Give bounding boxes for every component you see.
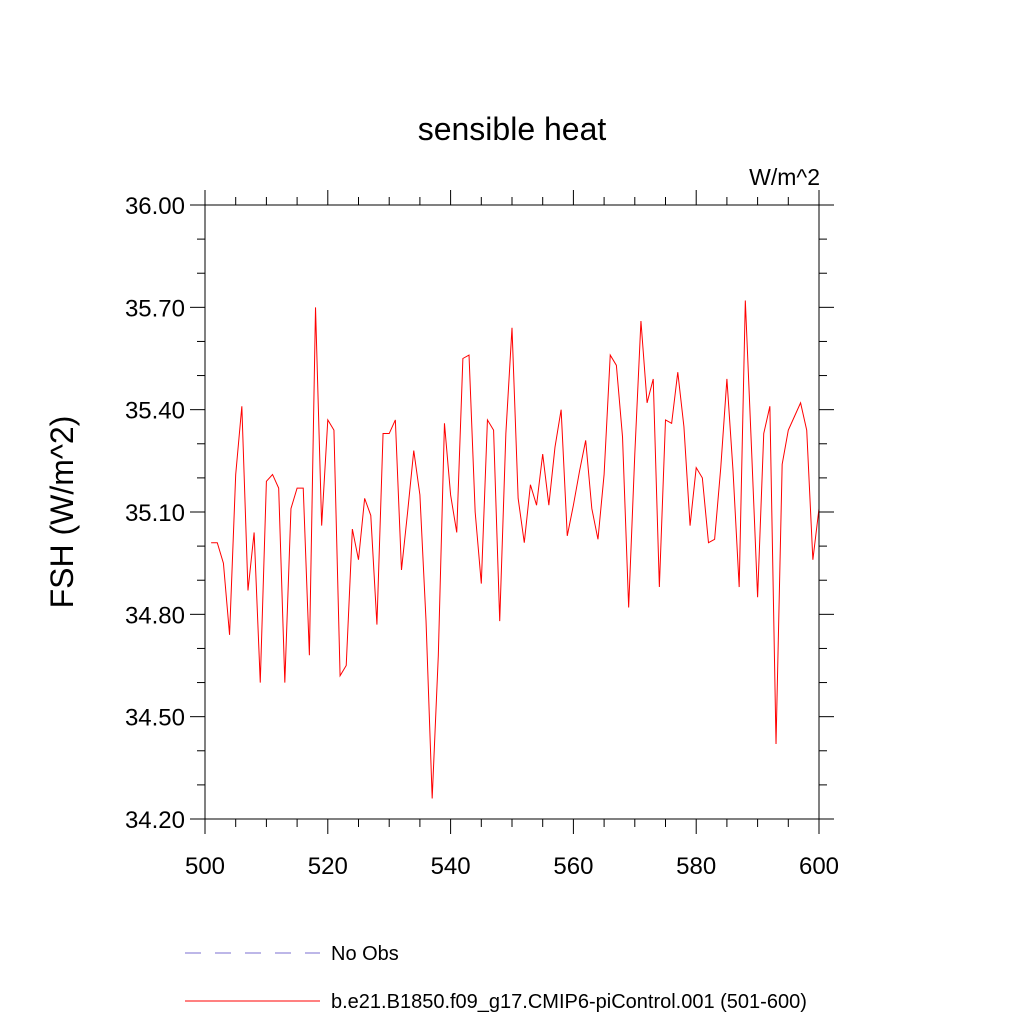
y-tick-label: 35.70 [125, 295, 185, 322]
y-axis-label: FSH (W/m^2) [44, 416, 80, 609]
x-tick-label: 580 [676, 853, 716, 880]
y-tick-label: 34.80 [125, 602, 185, 629]
y-tick-labels: 34.20 34.50 34.80 35.10 35.40 35.70 36.00 [125, 193, 185, 834]
legend: No Obs b.e21.B1850.f09_g17.CMIP6-piContr… [185, 943, 807, 1013]
y-tick-label: 36.00 [125, 193, 185, 220]
x-tick-label: 500 [185, 853, 225, 880]
y-tick-label: 35.40 [125, 398, 185, 425]
units-label: W/m^2 [749, 164, 820, 190]
x-tick-label: 540 [431, 853, 471, 880]
y-tick-label: 34.20 [125, 807, 185, 834]
axis-ticks [190, 190, 834, 834]
plot-frame [204, 204, 820, 820]
y-tick-label: 34.50 [125, 705, 185, 732]
x-tick-labels: 500 520 540 560 580 600 [185, 853, 839, 880]
legend-label-picontrol: b.e21.B1850.f09_g17.CMIP6-piControl.001 … [331, 991, 807, 1013]
series-layer [211, 300, 820, 799]
x-tick-label: 600 [799, 853, 839, 880]
y-tick-label: 35.10 [125, 500, 185, 527]
x-tick-label: 520 [308, 853, 348, 880]
series-line [211, 300, 820, 799]
legend-label-no-obs: No Obs [331, 943, 399, 965]
x-tick-label: 560 [553, 853, 593, 880]
chart-title: sensible heat [418, 111, 607, 147]
